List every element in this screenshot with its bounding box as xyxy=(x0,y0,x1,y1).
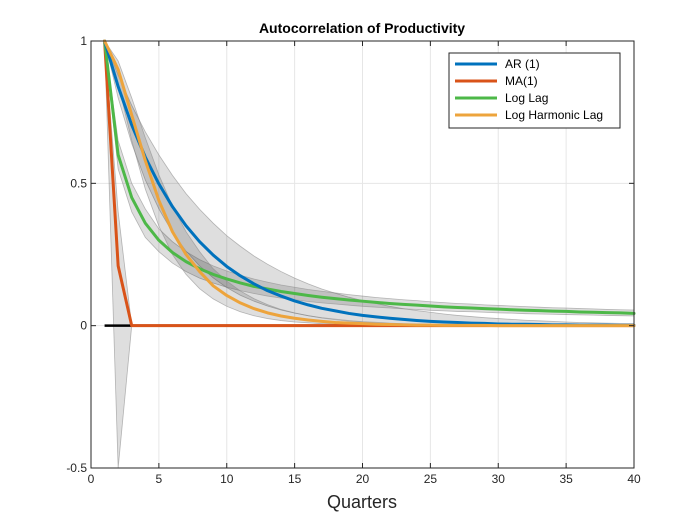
x-tick-label: 5 xyxy=(156,472,163,486)
x-tick-label: 40 xyxy=(627,472,641,486)
x-tick-label: 20 xyxy=(356,472,370,486)
legend-label: Log Harmonic Lag xyxy=(505,108,603,122)
axis-ticks: 0 5 10 15 20 25 30 35 40-0.500.51 xyxy=(66,34,641,486)
y-tick-label: 0.5 xyxy=(70,176,87,190)
series-lines xyxy=(103,39,636,328)
y-tick-label: 1 xyxy=(80,34,87,48)
x-tick-label: 0 xyxy=(88,472,95,486)
series-line xyxy=(103,39,636,328)
x-tick-label: 25 xyxy=(424,472,438,486)
y-tick-label: 0 xyxy=(80,319,87,333)
x-tick-label: 15 xyxy=(288,472,302,486)
x-tick-label: 10 xyxy=(220,472,234,486)
legend-label: MA(1) xyxy=(505,74,538,88)
confidence-band xyxy=(104,40,634,327)
legend: AR (1) MA(1) Log Lag Log Harmonic Lag xyxy=(448,52,621,129)
x-tick-label: 30 xyxy=(492,472,506,486)
y-tick-label: -0.5 xyxy=(66,461,87,475)
legend-label: AR (1) xyxy=(505,57,540,71)
x-axis-label: Quarters xyxy=(327,492,397,512)
chart-title: Autocorrelation of Productivity xyxy=(259,20,465,36)
x-tick-label: 35 xyxy=(559,472,573,486)
legend-label: Log Lag xyxy=(505,91,548,105)
